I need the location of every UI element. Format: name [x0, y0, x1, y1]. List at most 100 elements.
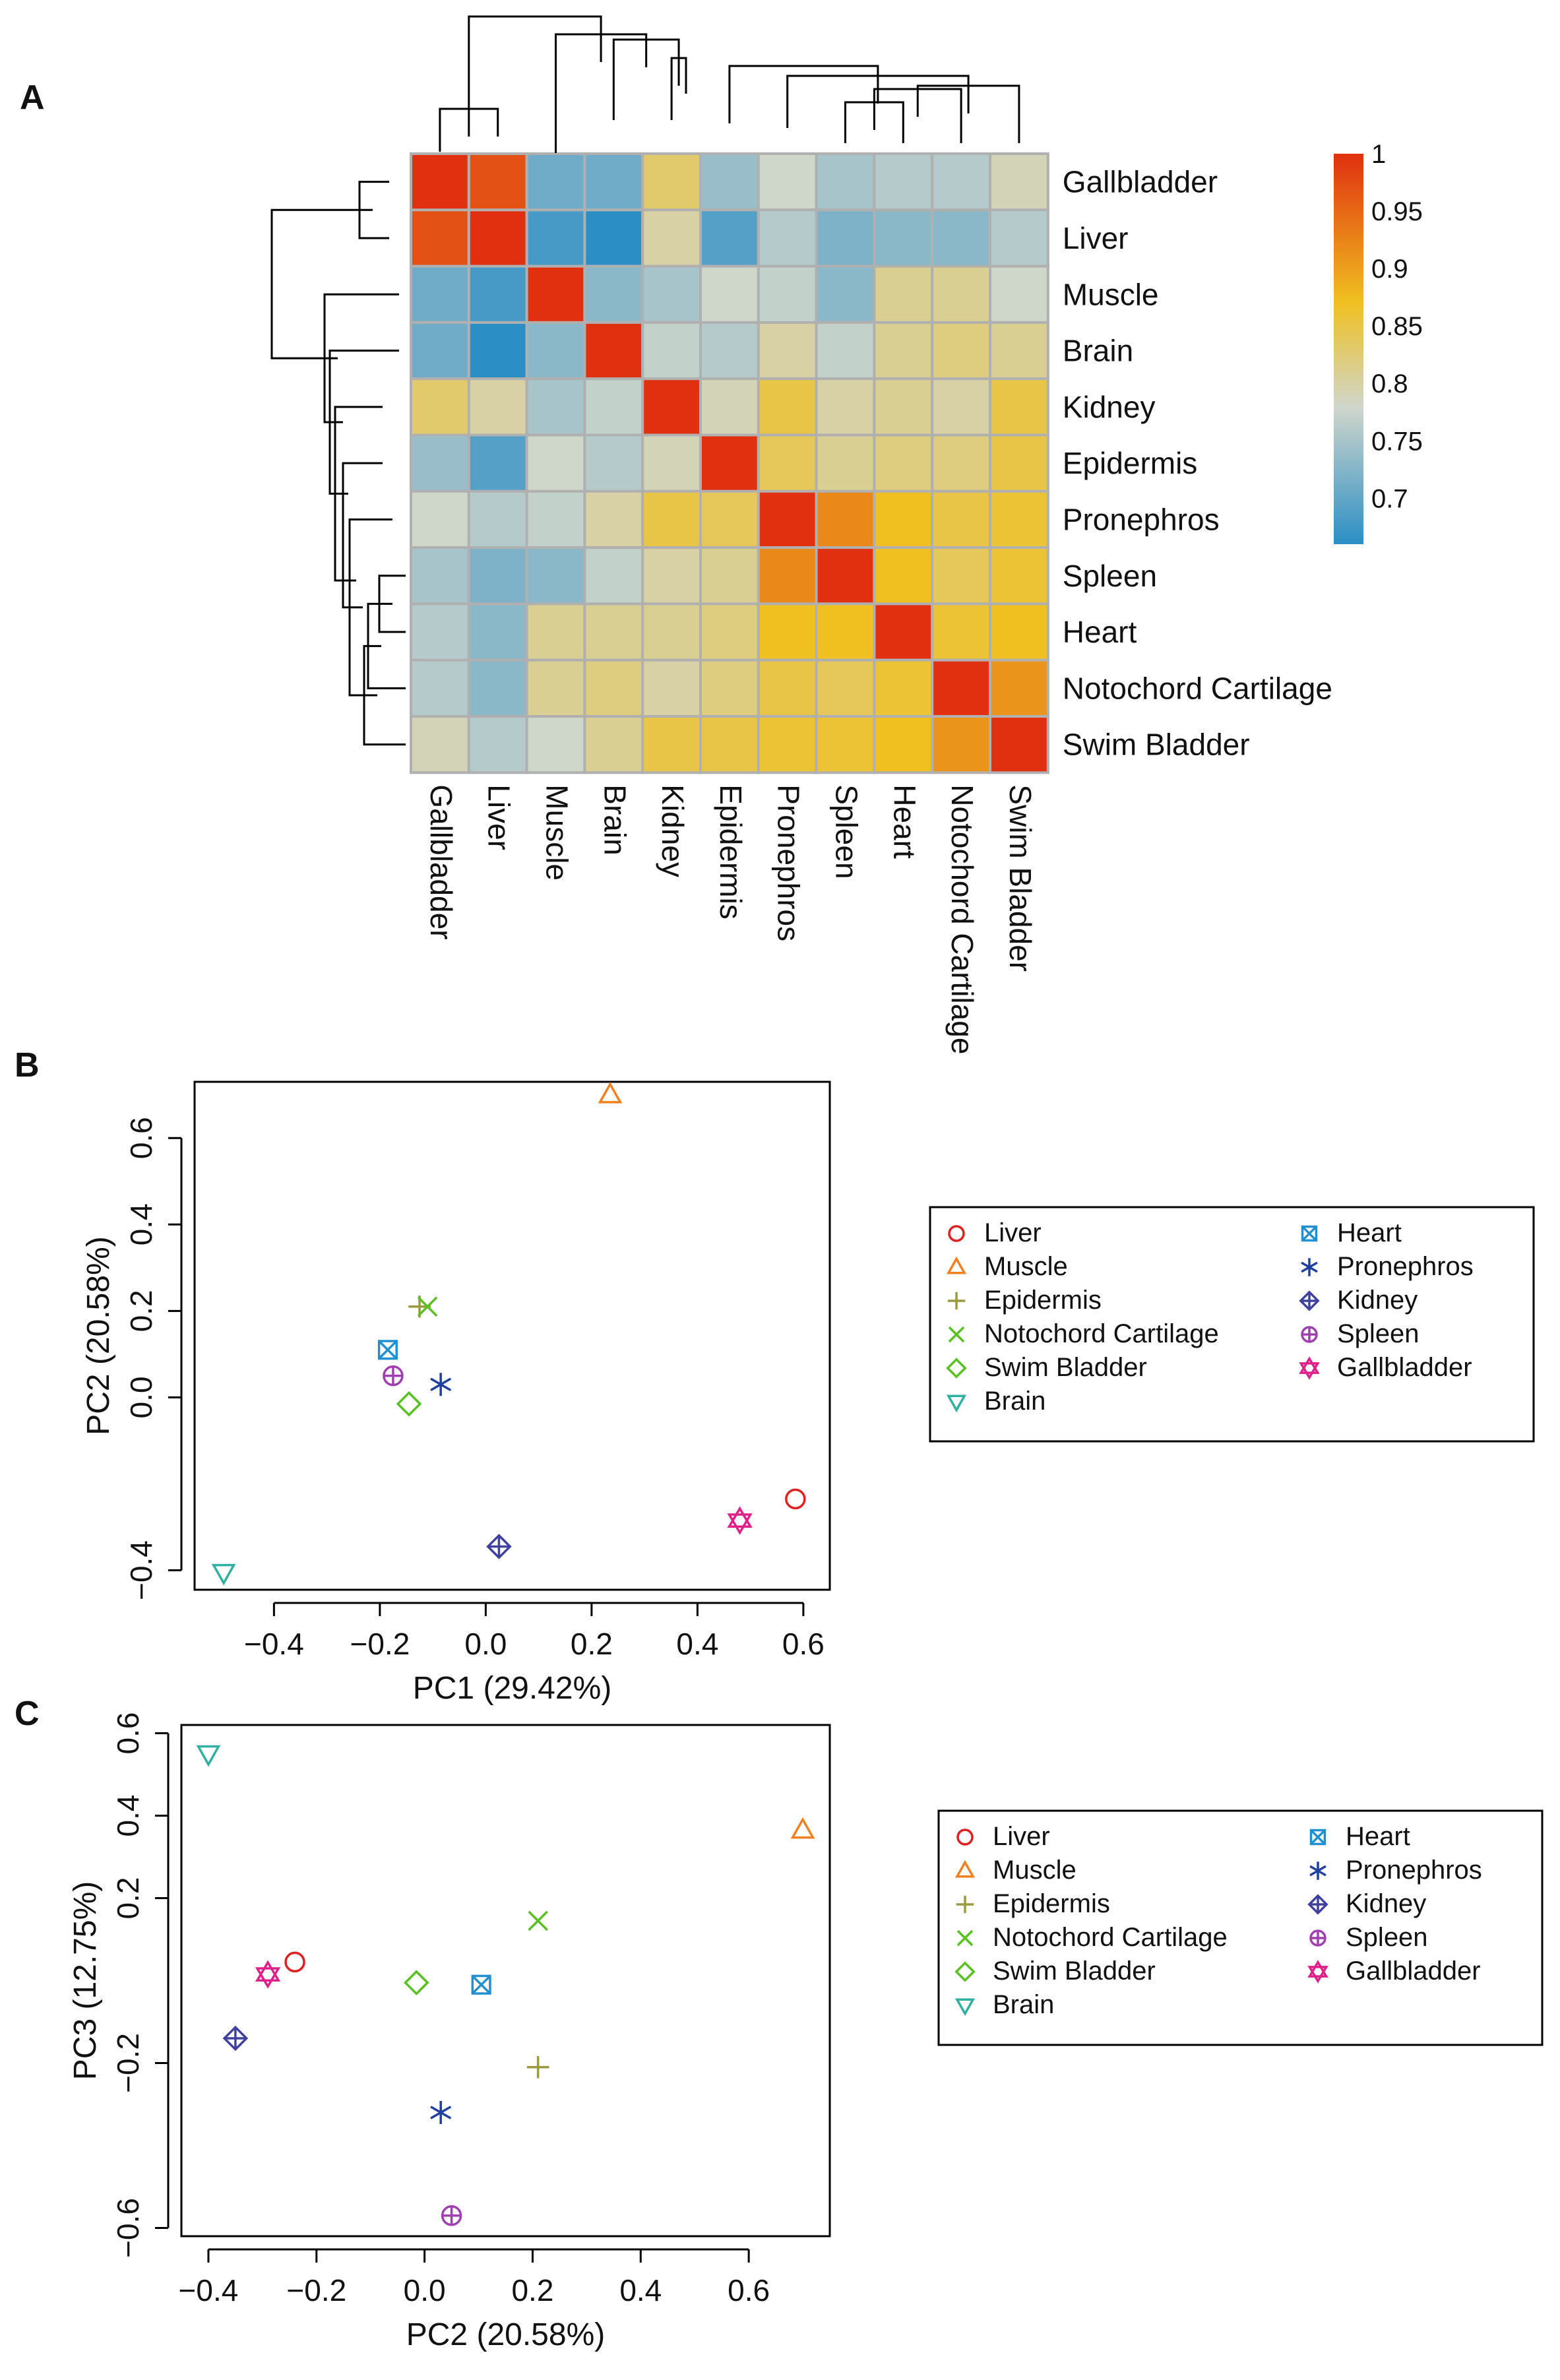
heatmap-cell-kidney-heart	[873, 377, 934, 437]
legend-box	[929, 1206, 1535, 1443]
heatmap-cell-brain-liver	[467, 321, 528, 381]
heatmap-cell-brain-gallbladder	[410, 321, 470, 381]
heatmap-col-label: Brain	[598, 784, 632, 855]
x-tick-label: 0.6	[728, 2273, 770, 2307]
heatmap-cell-heart-muscle	[525, 602, 586, 662]
heatmap-cell-gallbladder-kidney	[641, 152, 702, 212]
x-tick-label: 0.2	[571, 1627, 613, 1661]
heatmap-cell-liver-heart	[873, 208, 934, 268]
heatmap-cell-pronephros-brain	[583, 489, 644, 549]
legend-label-swim-bladder: Swim Bladder	[993, 1957, 1156, 1986]
heatmap-cell-notochord-cartilage-notochord-cartilage	[931, 658, 991, 718]
point-brain	[211, 1563, 236, 1586]
heatmap-cell-notochord-cartilage-kidney	[641, 658, 702, 718]
point-spleen	[441, 2205, 462, 2226]
colorbar-tick-label: 0.8	[1371, 369, 1408, 398]
heatmap-cell-notochord-cartilage-muscle	[525, 658, 586, 718]
heatmap-cell-pronephros-notochord-cartilage	[931, 489, 991, 549]
point-muscle	[790, 1817, 815, 1839]
x-tick-label: −0.2	[286, 2273, 346, 2307]
heatmap-cell-pronephros-gallbladder	[410, 489, 470, 549]
heatmap-cell-spleen-heart	[873, 546, 934, 606]
y-tick-label: 0.6	[111, 1712, 145, 1755]
heatmap-cell-brain-spleen	[815, 321, 876, 381]
point-pronephros	[430, 1373, 452, 1396]
heatmap-cell-pronephros-kidney	[641, 489, 702, 549]
y-tick-label: −0.4	[124, 1540, 158, 1600]
heatmap-row-label: Kidney	[1063, 390, 1156, 424]
heatmap-cell-liver-epidermis	[699, 208, 760, 268]
heatmap-cell-notochord-cartilage-liver	[467, 658, 528, 718]
heatmap-cell-gallbladder-epidermis	[699, 152, 760, 212]
legend-label-gallbladder: Gallbladder	[1337, 1353, 1472, 1382]
heatmap-cell-swim-bladder-pronephros	[757, 715, 818, 774]
legend-marker-heart	[1301, 1225, 1318, 1242]
heatmap-cell-heart-swim-bladder	[989, 602, 1049, 662]
x-tick-label: −0.4	[244, 1627, 304, 1661]
heatmap-cell-spleen-kidney	[641, 546, 702, 606]
legend-marker-epidermis	[956, 1895, 974, 1914]
heatmap-row-label: Liver	[1063, 221, 1129, 255]
heatmap-cell-kidney-brain	[583, 377, 644, 437]
heatmap-cell-swim-bladder-gallbladder	[410, 715, 470, 774]
heatmap-cell-spleen-muscle	[525, 546, 586, 606]
heatmap-cell-notochord-cartilage-epidermis	[699, 658, 760, 718]
x-tick-label: 0.4	[676, 1627, 718, 1661]
panel-label-a: A	[20, 78, 45, 117]
heatmap-col-label: Liver	[482, 784, 516, 850]
heatmap-cell-brain-kidney	[641, 321, 702, 381]
point-heart	[377, 1340, 398, 1360]
legend-marker-swim-bladder	[946, 1358, 967, 1379]
heatmap-cell-heart-spleen	[815, 602, 876, 662]
heatmap-col-label: Notochord Cartilage	[945, 784, 980, 1054]
heatmap-cell-pronephros-liver	[467, 489, 528, 549]
point-epidermis	[526, 2055, 549, 2079]
y-tick-label: 0.6	[124, 1117, 158, 1159]
heatmap-cell-swim-bladder-heart	[873, 715, 934, 774]
colorbar	[1334, 154, 1363, 544]
legend-label-gallbladder: Gallbladder	[1346, 1957, 1481, 1986]
heatmap-cell-swim-bladder-notochord-cartilage	[931, 715, 991, 774]
heatmap-cell-spleen-swim-bladder	[989, 546, 1049, 606]
legend-marker-kidney	[1299, 1290, 1320, 1311]
heatmap-cell-swim-bladder-epidermis	[699, 715, 760, 774]
legend-label-spleen: Spleen	[1337, 1319, 1420, 1348]
heatmap-cell-epidermis-heart	[873, 433, 934, 493]
heatmap-cell-gallbladder-spleen	[815, 152, 876, 212]
point-gallbladder	[727, 1506, 753, 1535]
column-dendrogram-branch	[468, 15, 602, 137]
heatmap-cell-spleen-spleen	[815, 546, 876, 606]
colorbar-tick-label: 1	[1371, 140, 1386, 169]
point-swim-bladder	[404, 1970, 429, 1995]
y-tick-label: −0.6	[111, 2198, 145, 2258]
y-axis-title: PC3 (12.75%)	[68, 1881, 103, 2080]
heatmap-cell-pronephros-muscle	[525, 489, 586, 549]
row-dendrogram-branch	[270, 208, 373, 360]
heatmap-cell-epidermis-notochord-cartilage	[931, 433, 991, 493]
heatmap-cell-kidney-gallbladder	[410, 377, 470, 437]
heatmap-row-label: Pronephros	[1063, 502, 1220, 536]
pca-plot-pc2-pc3: −0.4 −0.2 0.0 0.2 0.4 0.6 PC2 (20.58%) −0.6 −0.2…	[68, 1712, 1544, 2352]
x-tick-label: 0.0	[404, 2273, 446, 2307]
heatmap-cell-notochord-cartilage-gallbladder	[410, 658, 470, 718]
legend-marker-notochord-cartilage	[956, 1929, 974, 1947]
point-spleen	[383, 1365, 404, 1387]
legend-label-notochord-cartilage: Notochord Cartilage	[984, 1319, 1219, 1348]
heatmap-cell-heart-liver	[467, 602, 528, 662]
legend-marker-swim-bladder	[954, 1961, 976, 1982]
heatmap-cell-kidney-kidney	[641, 377, 702, 437]
colorbar-tick-label: 0.75	[1371, 427, 1423, 456]
heatmap-cell-muscle-epidermis	[699, 265, 760, 324]
legend-label-notochord-cartilage: Notochord Cartilage	[993, 1923, 1228, 1952]
heatmap-cell-liver-brain	[583, 208, 644, 268]
x-tick-label: 0.6	[782, 1627, 825, 1661]
heatmap-cell-liver-liver	[467, 208, 528, 268]
heatmap-cell-epidermis-pronephros	[757, 433, 818, 493]
heatmap-cell-muscle-liver	[467, 265, 528, 324]
heatmap-cell-kidney-epidermis	[699, 377, 760, 437]
heatmap-cell-swim-bladder-brain	[583, 715, 644, 774]
heatmap-cell-epidermis-kidney	[641, 433, 702, 493]
point-brain	[196, 1745, 221, 1767]
heatmap-cell-epidermis-brain	[583, 433, 644, 493]
heatmap-cell-muscle-notochord-cartilage	[931, 265, 991, 324]
